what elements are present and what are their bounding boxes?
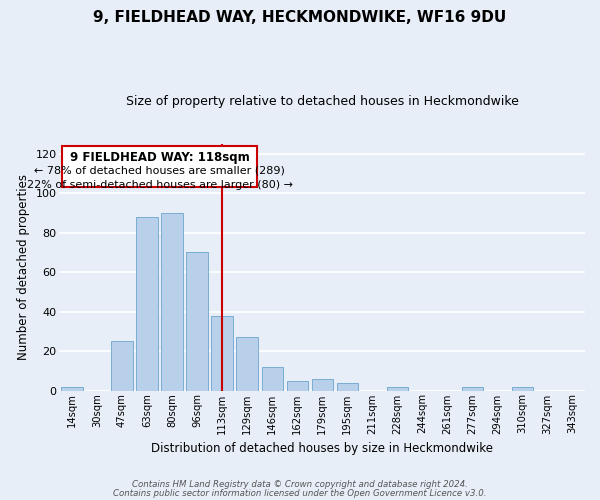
Bar bbox=[287, 380, 308, 390]
Bar bbox=[386, 386, 408, 390]
Bar bbox=[262, 367, 283, 390]
Bar bbox=[136, 217, 158, 390]
X-axis label: Distribution of detached houses by size in Heckmondwike: Distribution of detached houses by size … bbox=[151, 442, 493, 455]
Bar bbox=[462, 386, 483, 390]
Text: 9 FIELDHEAD WAY: 118sqm: 9 FIELDHEAD WAY: 118sqm bbox=[70, 151, 250, 164]
Bar bbox=[161, 213, 182, 390]
Text: ← 78% of detached houses are smaller (289): ← 78% of detached houses are smaller (28… bbox=[34, 166, 285, 175]
Title: Size of property relative to detached houses in Heckmondwike: Size of property relative to detached ho… bbox=[126, 95, 518, 108]
Bar bbox=[187, 252, 208, 390]
Text: Contains HM Land Registry data © Crown copyright and database right 2024.: Contains HM Land Registry data © Crown c… bbox=[132, 480, 468, 489]
Bar bbox=[211, 316, 233, 390]
Bar bbox=[112, 341, 133, 390]
Text: Contains public sector information licensed under the Open Government Licence v3: Contains public sector information licen… bbox=[113, 490, 487, 498]
Y-axis label: Number of detached properties: Number of detached properties bbox=[17, 174, 30, 360]
Bar bbox=[337, 382, 358, 390]
Bar bbox=[512, 386, 533, 390]
Bar bbox=[311, 378, 333, 390]
Text: 22% of semi-detached houses are larger (80) →: 22% of semi-detached houses are larger (… bbox=[26, 180, 293, 190]
FancyBboxPatch shape bbox=[62, 146, 257, 188]
Bar bbox=[61, 386, 83, 390]
Bar bbox=[236, 337, 258, 390]
Text: 9, FIELDHEAD WAY, HECKMONDWIKE, WF16 9DU: 9, FIELDHEAD WAY, HECKMONDWIKE, WF16 9DU bbox=[94, 10, 506, 25]
